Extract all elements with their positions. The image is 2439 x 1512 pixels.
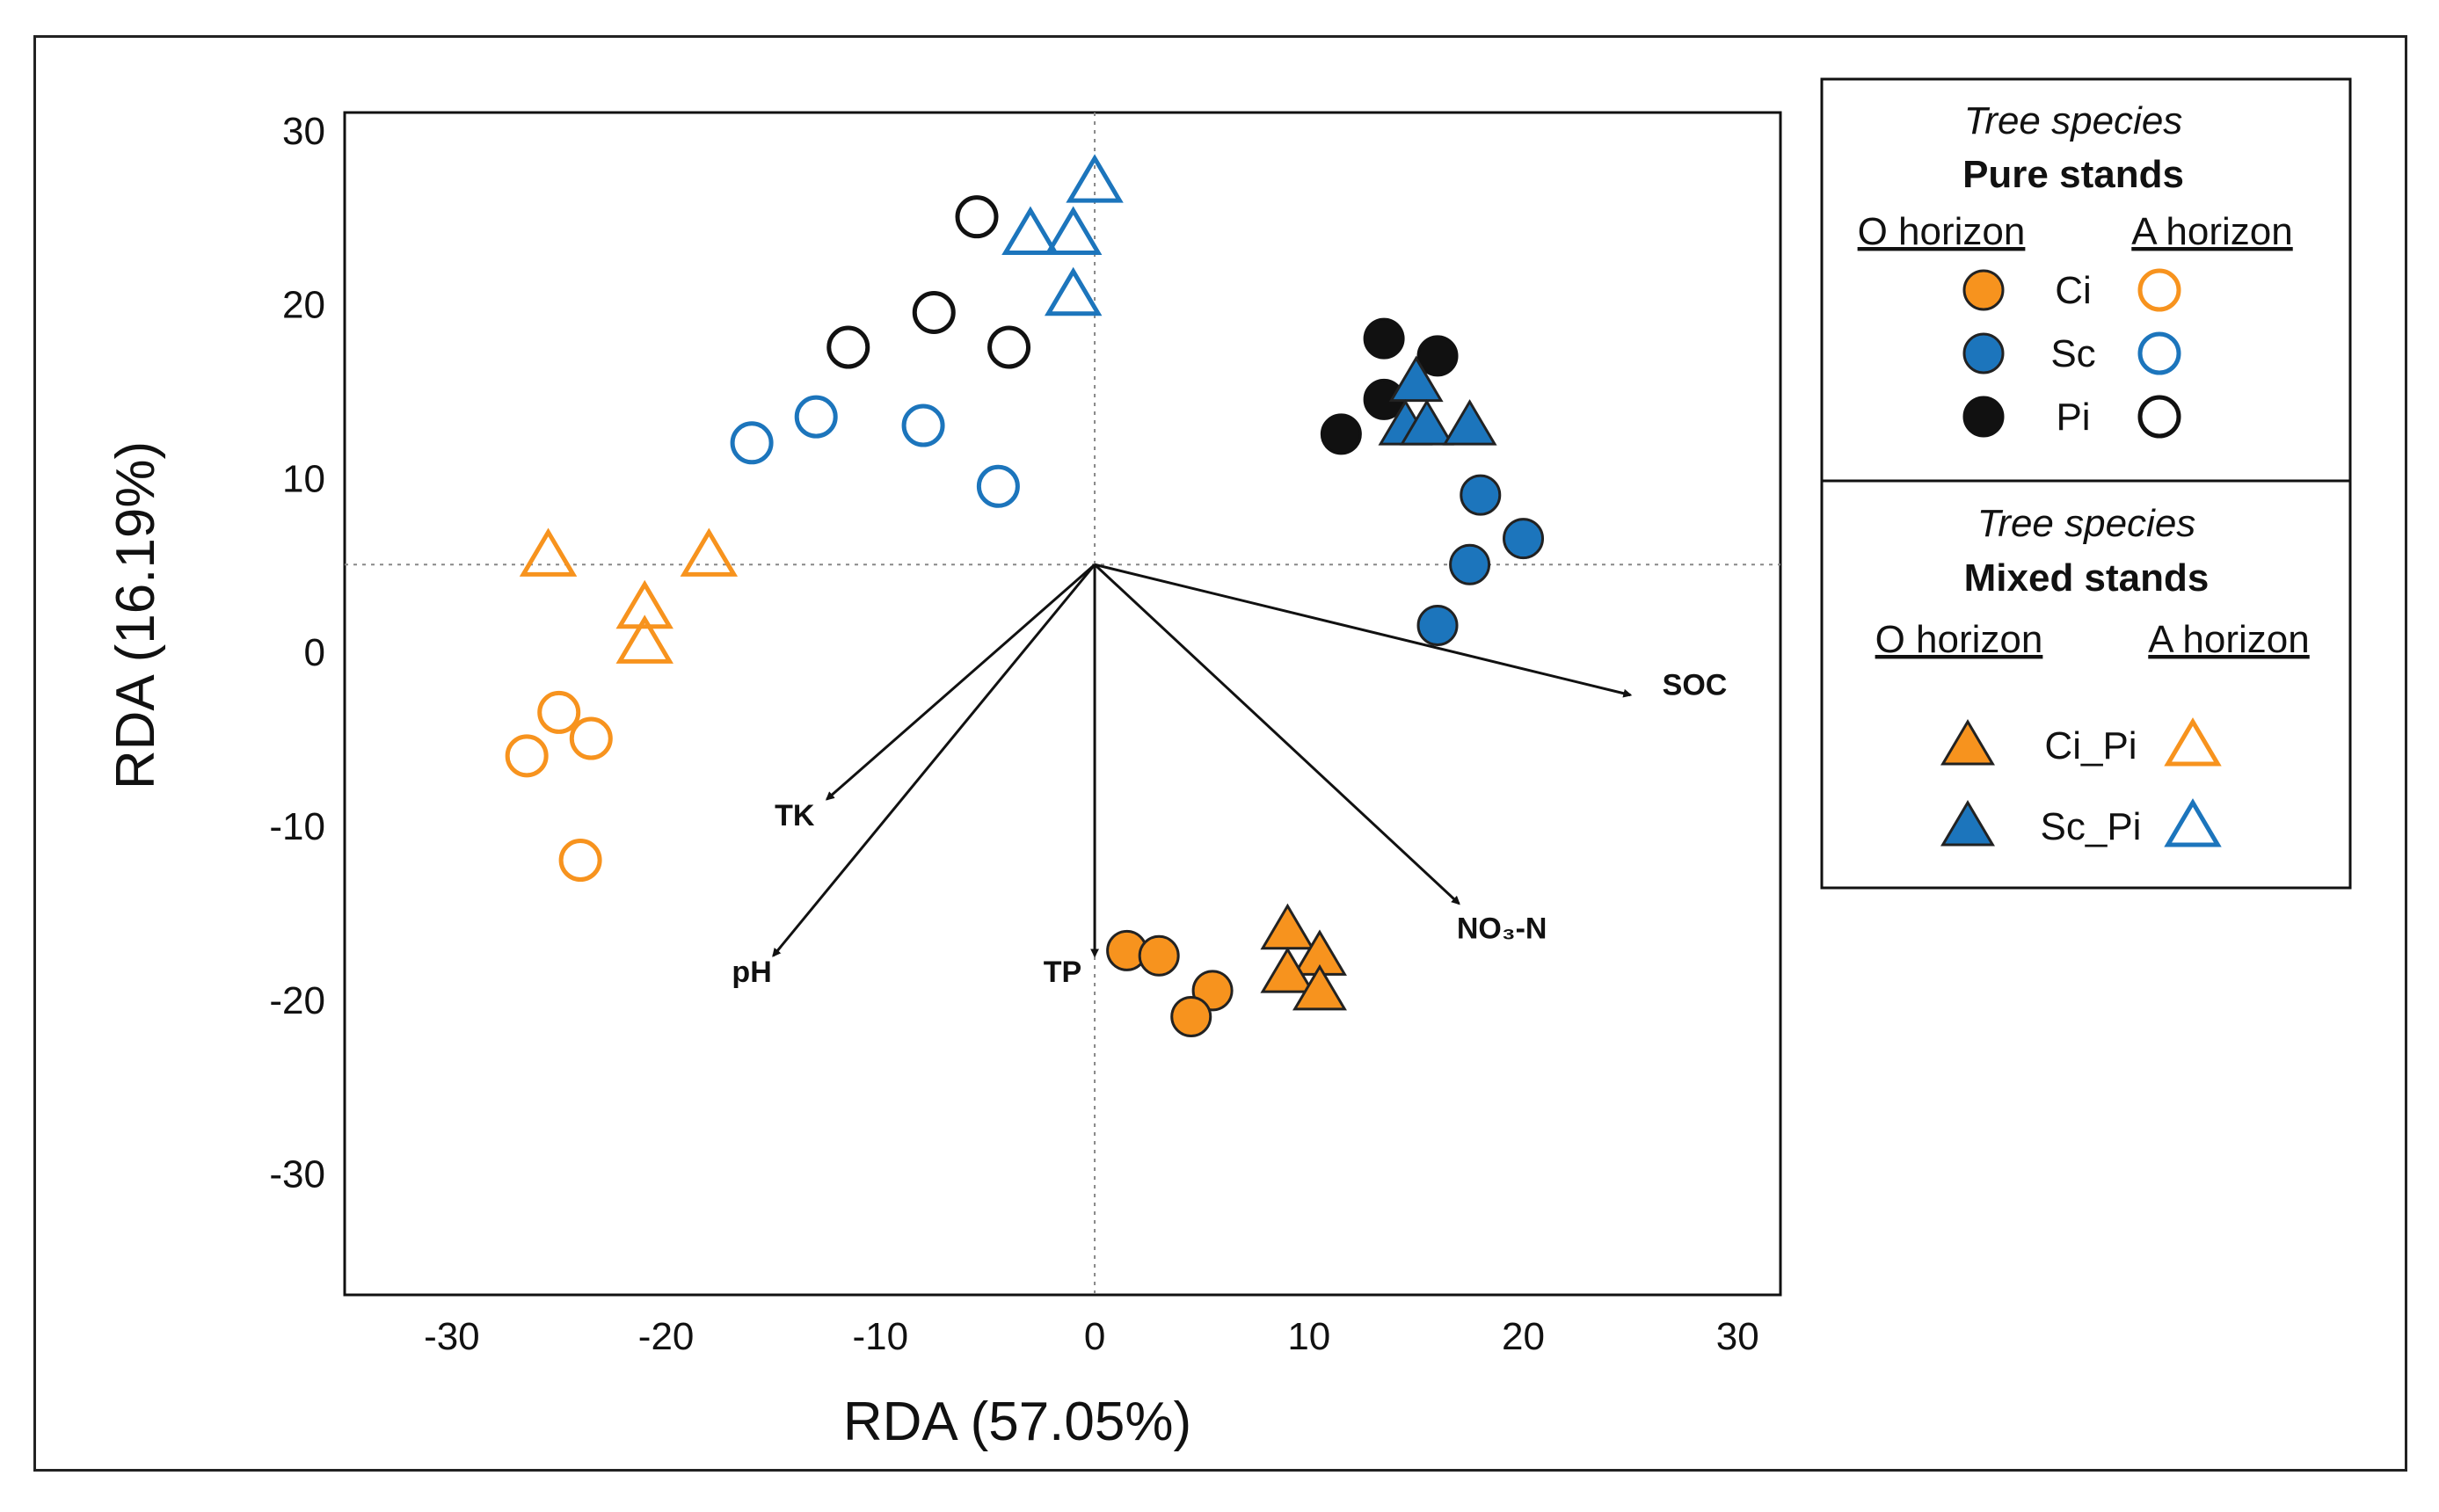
point-ci-pi-o-horizon xyxy=(1292,963,1347,1011)
x-axis-ticks: -30 -20 -10 0 10 20 30 xyxy=(424,1315,1759,1358)
x-tick-label: -20 xyxy=(638,1315,695,1358)
point-sc-a-horizon xyxy=(730,421,774,465)
point-sc-o-horizon xyxy=(1460,474,1502,516)
x-tick-label: 30 xyxy=(1716,1315,1759,1358)
point-ci-pi-a-horizon xyxy=(615,579,673,629)
point-sc-a-horizon xyxy=(794,395,838,439)
legend-mixed-stands: Tree species Mixed stands O horizon A ho… xyxy=(1820,479,2352,890)
y-tick-label: -10 xyxy=(269,805,325,848)
vector-label-ph: pH xyxy=(732,956,771,989)
legend-pure-col-o: O horizon xyxy=(1858,210,2026,253)
legend-pure-stands: Tree species Pure stands O horizon A hor… xyxy=(1820,77,2352,483)
x-tick-label: -30 xyxy=(424,1315,480,1358)
legend-ci-label: Ci xyxy=(2055,269,2092,312)
legend-ci-pi-label: Ci_Pi xyxy=(2044,724,2137,767)
legend-sc-pi-a-marker xyxy=(2164,798,2222,847)
point-pi-a-horizon xyxy=(987,325,1031,369)
legend-ci-a-marker xyxy=(2137,268,2181,312)
point-pi-o-horizon xyxy=(1363,317,1405,360)
point-ci-pi-a-horizon xyxy=(519,527,578,577)
point-sc-a-horizon xyxy=(901,403,945,447)
legend-pi-o-marker xyxy=(1962,396,2005,438)
legend-pure-title: Pure stands xyxy=(1962,153,2184,196)
legend-pure-col-a: A horizon xyxy=(2131,210,2292,253)
y-tick-label: -20 xyxy=(269,979,325,1022)
point-ci-pi-o-horizon xyxy=(1260,947,1315,993)
x-tick-label: 10 xyxy=(1287,1315,1330,1358)
vector-label-tk: TK xyxy=(775,799,815,832)
point-sc-o-horizon xyxy=(1416,604,1459,646)
point-pi-o-horizon xyxy=(1416,335,1459,377)
y-tick-label: 30 xyxy=(282,110,325,153)
point-pi-a-horizon xyxy=(826,325,870,369)
legend-mixed-col-a: A horizon xyxy=(2148,618,2309,661)
point-sc-pi-a-horizon xyxy=(1044,206,1103,256)
vector-label-tp: TP xyxy=(1044,956,1081,989)
point-pi-o-horizon xyxy=(1320,413,1362,455)
point-ci-pi-o-horizon xyxy=(1260,903,1315,950)
point-ci-o-horizon xyxy=(1138,934,1180,977)
y-axis-title: RDA (16.19%) xyxy=(106,441,166,789)
x-tick-label: -10 xyxy=(853,1315,909,1358)
legend-ci-pi-a-marker xyxy=(2164,717,2222,767)
point-sc-pi-o-horizon xyxy=(1442,399,1497,446)
legend-sc-pi-label: Sc_Pi xyxy=(2041,805,2142,848)
legend-sc-o-marker xyxy=(1962,332,2005,374)
environmental-vectors: SOC TK pH TP NO₃-N xyxy=(732,563,1728,989)
point-sc-o-horizon xyxy=(1503,518,1545,560)
legend-pure-entries: Ci Sc Pi xyxy=(1962,268,2181,439)
legend-sc-a-marker xyxy=(2137,331,2181,375)
legend-pure-box xyxy=(1820,77,2352,483)
point-ci-pi-a-horizon xyxy=(615,614,673,664)
point-pi-a-horizon xyxy=(912,290,956,334)
legend-sc-label: Sc xyxy=(2050,332,2095,375)
vector-arrow-tk xyxy=(825,563,1096,801)
point-sc-pi-a-horizon xyxy=(1001,206,1059,256)
legend-pi-label: Pi xyxy=(2056,396,2090,439)
y-axis-ticks: 30 20 10 0 -10 -20 -30 xyxy=(269,110,325,1196)
point-sc-pi-a-horizon xyxy=(1066,154,1124,203)
point-sc-o-horizon xyxy=(1449,543,1491,585)
y-tick-label: 0 xyxy=(304,631,325,674)
point-ci-pi-a-horizon xyxy=(680,527,739,577)
legend-mixed-col-o: O horizon xyxy=(1875,618,2043,661)
point-ci-a-horizon xyxy=(558,839,602,883)
vector-arrow-ph xyxy=(772,563,1096,957)
point-ci-a-horizon xyxy=(505,734,549,778)
point-sc-pi-a-horizon xyxy=(1044,266,1103,316)
sample-points xyxy=(505,154,1545,1038)
point-sc-pi-o-horizon xyxy=(1399,399,1454,446)
vector-label-soc: SOC xyxy=(1663,669,1728,702)
point-ci-o-horizon xyxy=(1170,996,1212,1038)
y-tick-label: 20 xyxy=(282,284,325,327)
legend-ci-o-marker xyxy=(1962,269,2005,311)
legend-pure-heading: Tree species xyxy=(1964,99,2183,142)
vector-arrow-soc xyxy=(1094,563,1633,698)
point-ci-a-horizon xyxy=(569,716,613,760)
x-axis-title: RDA (57.05%) xyxy=(843,1392,1191,1452)
legend-mixed-title: Mixed stands xyxy=(1964,556,2210,600)
legend-mixed-entries: Ci_Pi Sc_Pi xyxy=(1940,717,2222,848)
x-tick-label: 0 xyxy=(1084,1315,1105,1358)
y-tick-label: -30 xyxy=(269,1153,325,1196)
point-ci-a-horizon xyxy=(537,690,581,734)
plot-area xyxy=(343,111,1782,1297)
point-pi-a-horizon xyxy=(955,195,999,239)
legend-sc-pi-o-marker xyxy=(1940,800,1995,847)
y-tick-label: 10 xyxy=(282,457,325,500)
legend-mixed-box xyxy=(1820,479,2352,890)
legend-ci-pi-o-marker xyxy=(1940,719,1995,766)
legend-mixed-heading: Tree species xyxy=(1977,502,2196,545)
vector-label-non: NO₃-N xyxy=(1457,912,1547,946)
vector-arrow-non xyxy=(1094,563,1460,905)
point-sc-pi-o-horizon xyxy=(1388,355,1444,403)
legend-pi-a-marker xyxy=(2137,395,2181,439)
point-sc-a-horizon xyxy=(976,464,1020,508)
x-tick-label: 20 xyxy=(1502,1315,1545,1358)
